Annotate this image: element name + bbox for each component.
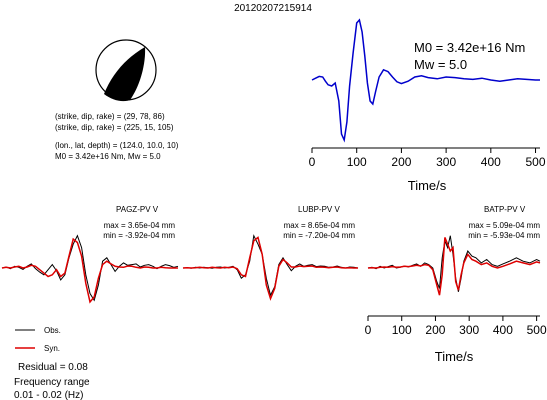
batp-x-ticks: 0 100 200 300 400 500 — [365, 316, 547, 337]
focal-line-2: (strike, dip, rake) = (225, 15, 105) — [55, 123, 174, 132]
pagz-synthetic-waveform — [1, 237, 178, 304]
legend-syn-label: Syn. — [44, 344, 60, 353]
batp-tick-label: 100 — [392, 323, 412, 337]
batp-synthetic-waveform — [367, 237, 541, 296]
figure-title: 20120207215914 — [234, 3, 312, 14]
batp-tick-label: 300 — [459, 323, 479, 337]
focal-line-1: (strike, dip, rake) = (29, 78, 86) — [55, 112, 165, 121]
waveform-panel-lubp: LUBP-PV V max = 8.65e-04 mm min = -7.20e… — [182, 205, 359, 301]
moment-summary-line: M0 = 3.42e+16 Nm, Mw = 5.0 — [55, 152, 161, 161]
batp-max-annotation: max = 5.09e-04 mm — [469, 221, 541, 230]
stf-tick-label: 300 — [436, 155, 456, 169]
stf-moment-label: M0 = 3.42e+16 Nm — [414, 40, 525, 55]
stf-tick-label: 500 — [526, 155, 546, 169]
stf-tick-label: 100 — [347, 155, 367, 169]
batp-tick-label: 500 — [527, 323, 547, 337]
residual-text: Residual = 0.08 — [18, 362, 88, 373]
legend: Obs. Syn. — [15, 326, 61, 353]
batp-tick-label: 0 — [365, 323, 372, 337]
focal-mechanism-beachball — [95, 39, 157, 102]
frequency-range-title: Frequency range — [14, 377, 90, 388]
stf-tick-label: 200 — [391, 155, 411, 169]
stf-series-line — [311, 18, 540, 143]
stf-tick-label: 400 — [481, 155, 501, 169]
stf-x-axis-label: Time/s — [408, 178, 447, 193]
pagz-max-annotation: max = 3.65e-04 mm — [104, 221, 176, 230]
batp-min-annotation: min = -5.93e-04 mm — [468, 231, 540, 240]
stf-magnitude-label: Mw = 5.0 — [414, 57, 467, 72]
beachball-compressional-quadrant — [104, 47, 146, 102]
legend-obs-label: Obs. — [44, 326, 61, 335]
stf-chart: 0 100 200 300 400 500 Time/s — [309, 18, 546, 193]
frequency-range-value: 0.01 - 0.02 (Hz) — [14, 390, 83, 400]
lubp-max-annotation: max = 8.65e-04 mm — [284, 221, 356, 230]
lubp-min-annotation: min = -7.20e-04 mm — [283, 231, 355, 240]
station-title-lubp: LUBP-PV V — [298, 205, 340, 214]
stf-tick-label: 0 — [309, 155, 316, 169]
batp-tick-label: 200 — [425, 323, 445, 337]
station-title-batp: BATP-PV V — [484, 205, 526, 214]
pagz-min-annotation: min = -3.92e-04 mm — [103, 231, 175, 240]
station-title-pagz: PAGZ-PV V — [116, 205, 159, 214]
waveform-panel-batp: BATP-PV V max = 5.09e-04 mm min = -5.93e… — [365, 205, 547, 364]
batp-tick-label: 400 — [493, 323, 513, 337]
pagz-observed-waveform — [1, 234, 179, 302]
waveform-panel-pagz: PAGZ-PV V max = 3.65e-04 mm min = -3.92e… — [1, 205, 179, 304]
lubp-observed-waveform — [182, 234, 359, 297]
lubp-synthetic-waveform — [182, 236, 358, 301]
batp-x-axis-label: Time/s — [435, 349, 474, 364]
focal-line-3: (lon., lat, depth) = (124.0, 10.0, 10) — [55, 141, 179, 150]
stf-x-ticks: 0 100 200 300 400 500 — [309, 148, 546, 169]
